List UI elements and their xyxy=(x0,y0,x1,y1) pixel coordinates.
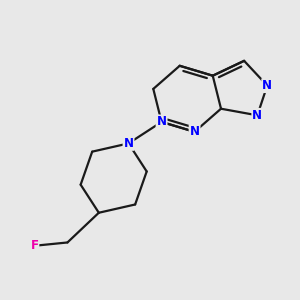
Text: N: N xyxy=(252,109,262,122)
Text: N: N xyxy=(124,137,134,150)
Text: N: N xyxy=(157,116,166,128)
Text: N: N xyxy=(262,79,272,92)
Text: N: N xyxy=(190,125,200,138)
Text: F: F xyxy=(30,239,38,252)
